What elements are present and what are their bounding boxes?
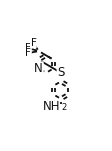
Text: 2: 2 (61, 103, 67, 112)
Text: N: N (34, 62, 43, 75)
Text: F: F (25, 48, 31, 58)
Text: S: S (57, 66, 65, 79)
Text: NH: NH (43, 100, 61, 113)
Text: F: F (25, 43, 31, 53)
Text: F: F (31, 38, 37, 48)
